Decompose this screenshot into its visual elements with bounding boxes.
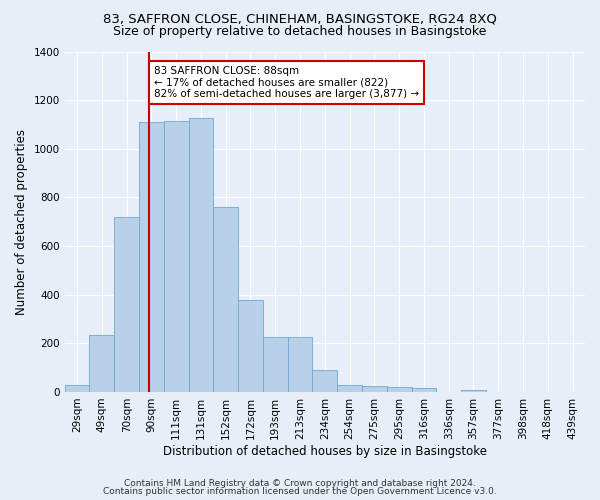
Bar — [114, 217, 139, 392]
Bar — [65, 384, 89, 392]
Text: Contains public sector information licensed under the Open Government Licence v3: Contains public sector information licen… — [103, 487, 497, 496]
Text: Contains HM Land Registry data © Crown copyright and database right 2024.: Contains HM Land Registry data © Crown c… — [124, 478, 476, 488]
Bar — [263, 337, 287, 392]
Bar — [214, 207, 238, 392]
Bar — [238, 300, 263, 392]
Bar — [337, 384, 362, 392]
Text: 83 SAFFRON CLOSE: 88sqm
← 17% of detached houses are smaller (822)
82% of semi-d: 83 SAFFRON CLOSE: 88sqm ← 17% of detache… — [154, 66, 419, 100]
Bar — [412, 388, 436, 392]
Bar — [188, 118, 214, 392]
Bar — [89, 335, 114, 392]
Bar — [139, 122, 164, 392]
X-axis label: Distribution of detached houses by size in Basingstoke: Distribution of detached houses by size … — [163, 444, 487, 458]
Bar — [164, 121, 188, 392]
Y-axis label: Number of detached properties: Number of detached properties — [15, 128, 28, 314]
Bar — [461, 390, 486, 392]
Bar — [362, 386, 387, 392]
Bar — [387, 386, 412, 392]
Text: 83, SAFFRON CLOSE, CHINEHAM, BASINGSTOKE, RG24 8XQ: 83, SAFFRON CLOSE, CHINEHAM, BASINGSTOKE… — [103, 12, 497, 26]
Bar — [313, 370, 337, 392]
Bar — [287, 337, 313, 392]
Text: Size of property relative to detached houses in Basingstoke: Size of property relative to detached ho… — [113, 25, 487, 38]
